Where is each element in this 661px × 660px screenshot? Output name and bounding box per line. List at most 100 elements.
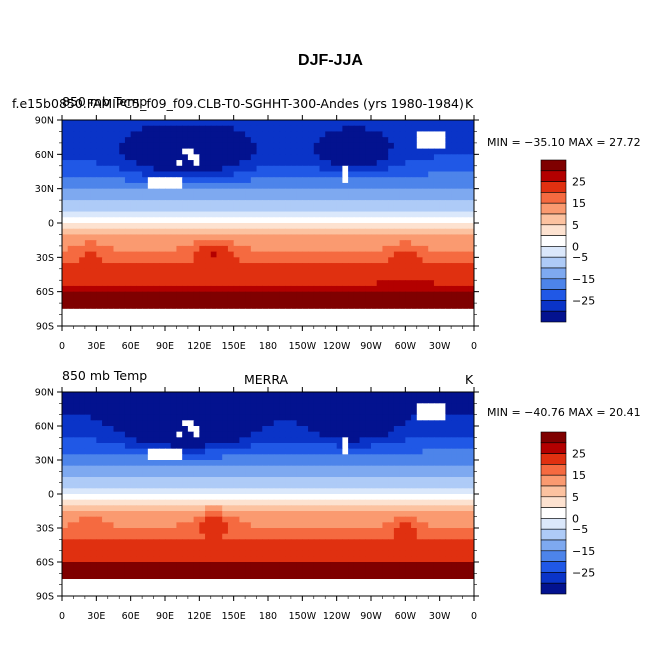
panel1-center-title: f.e15b0850.FAMIPC5_f09_f09.CLB-T0-SGHHT-… [12,96,464,111]
field-cell [262,308,269,316]
colorbar-swatch [540,235,567,247]
field-cell [279,414,286,421]
field-cell [462,142,469,150]
field-cell [285,392,292,399]
field-cell [205,308,212,316]
field-cell [411,516,418,523]
field-cell [268,223,275,230]
field-cell [170,165,178,173]
field-cell [102,228,109,236]
field-cell [227,245,235,253]
field-cell [79,280,86,287]
field-cell [182,131,189,138]
field-cell [227,454,235,461]
field-cell [124,403,132,410]
field-cell [256,454,263,461]
field-cell [273,194,281,201]
field-cell [79,494,86,501]
field-cell [388,245,395,253]
field-cell [290,274,298,281]
colorbar-swatch [540,181,567,193]
field-cell [462,539,469,546]
field-cell [250,437,258,444]
field-cell [165,397,172,404]
field-cell [428,482,435,489]
field-cell [279,194,286,201]
field-cell [336,240,343,247]
field-cell [73,177,80,184]
x-tick-label: 90W [360,341,382,352]
field-cell [176,240,183,247]
field-cell [124,437,132,444]
field-cell [73,194,80,201]
colorbar-swatch [540,213,567,226]
field-cell [290,528,298,535]
field-cell [302,120,309,127]
field-cell [147,437,155,444]
field-cell [176,494,183,501]
field-cell [308,414,315,421]
field-cell [330,188,338,195]
field-cell [371,403,378,410]
field-cell [165,280,172,287]
field-cell [113,285,120,293]
field-cell [79,217,86,224]
field-cell [142,426,149,433]
field-cell [176,482,183,489]
field-cell [302,171,309,178]
field-cell [279,454,286,461]
field-cell [193,499,200,506]
field-cell [90,437,97,444]
field-cell [124,142,132,150]
field-cell [67,211,75,218]
field-cell [256,291,263,298]
field-cell [216,257,223,264]
field-cell [227,160,235,167]
field-cell [233,200,240,207]
field-cell [107,154,115,161]
field-cell [393,142,401,150]
field-cell [67,268,75,276]
field-cell [239,511,246,518]
panel1-left-title: 850 mb Temp [62,94,148,109]
field-cell [182,545,189,552]
field-cell [90,308,97,316]
field-cell [273,257,281,264]
field-cell [296,516,303,523]
field-cell [182,414,189,421]
field-cell [233,460,240,467]
field-cell [107,403,115,410]
field-cell [216,409,223,416]
field-cell [102,477,109,484]
field-cell [388,528,395,535]
field-cell [90,477,97,484]
field-cell [319,539,326,546]
field-cell [353,494,361,501]
field-cell [153,303,160,310]
field-cell [456,320,464,326]
field-cell [308,217,315,224]
field-cell [262,437,269,444]
field-cell [428,448,435,455]
field-cell [256,320,263,326]
field-cell [290,494,298,501]
field-cell [262,240,269,247]
field-cell [256,556,263,563]
field-cell [416,223,424,230]
field-cell [79,556,86,563]
field-cell [416,137,424,144]
field-cell [371,120,378,127]
field-cell [67,477,75,484]
field-cell [233,426,240,433]
field-cell [262,142,269,150]
field-cell [336,177,343,184]
field-cell [136,448,143,455]
field-cell [330,443,338,450]
field-cell [84,171,92,178]
field-cell [445,285,452,293]
field-cell [445,234,452,241]
field-cell [313,257,321,264]
field-cell [462,556,469,563]
field-cell [365,320,372,326]
field-cell [73,443,80,450]
